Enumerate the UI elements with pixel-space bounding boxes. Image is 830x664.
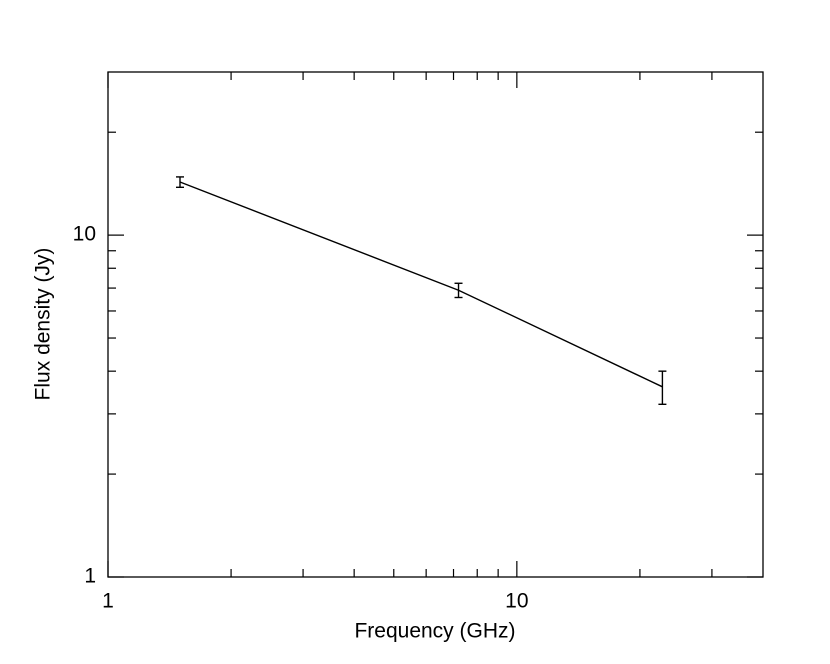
error-bar xyxy=(175,176,184,188)
error-bar xyxy=(658,370,667,405)
x-tick-label: 1 xyxy=(102,590,114,613)
plot-frame xyxy=(107,71,764,578)
x-tick-label: 10 xyxy=(505,590,528,613)
data-line xyxy=(179,181,663,388)
y-tick-label: 1 xyxy=(84,565,96,588)
y-tick-label: 10 xyxy=(73,223,96,246)
y-axis-label: Flux density (Jy) xyxy=(32,248,55,401)
error-bar xyxy=(454,282,463,299)
x-axis-label: Frequency (GHz) xyxy=(354,620,515,643)
